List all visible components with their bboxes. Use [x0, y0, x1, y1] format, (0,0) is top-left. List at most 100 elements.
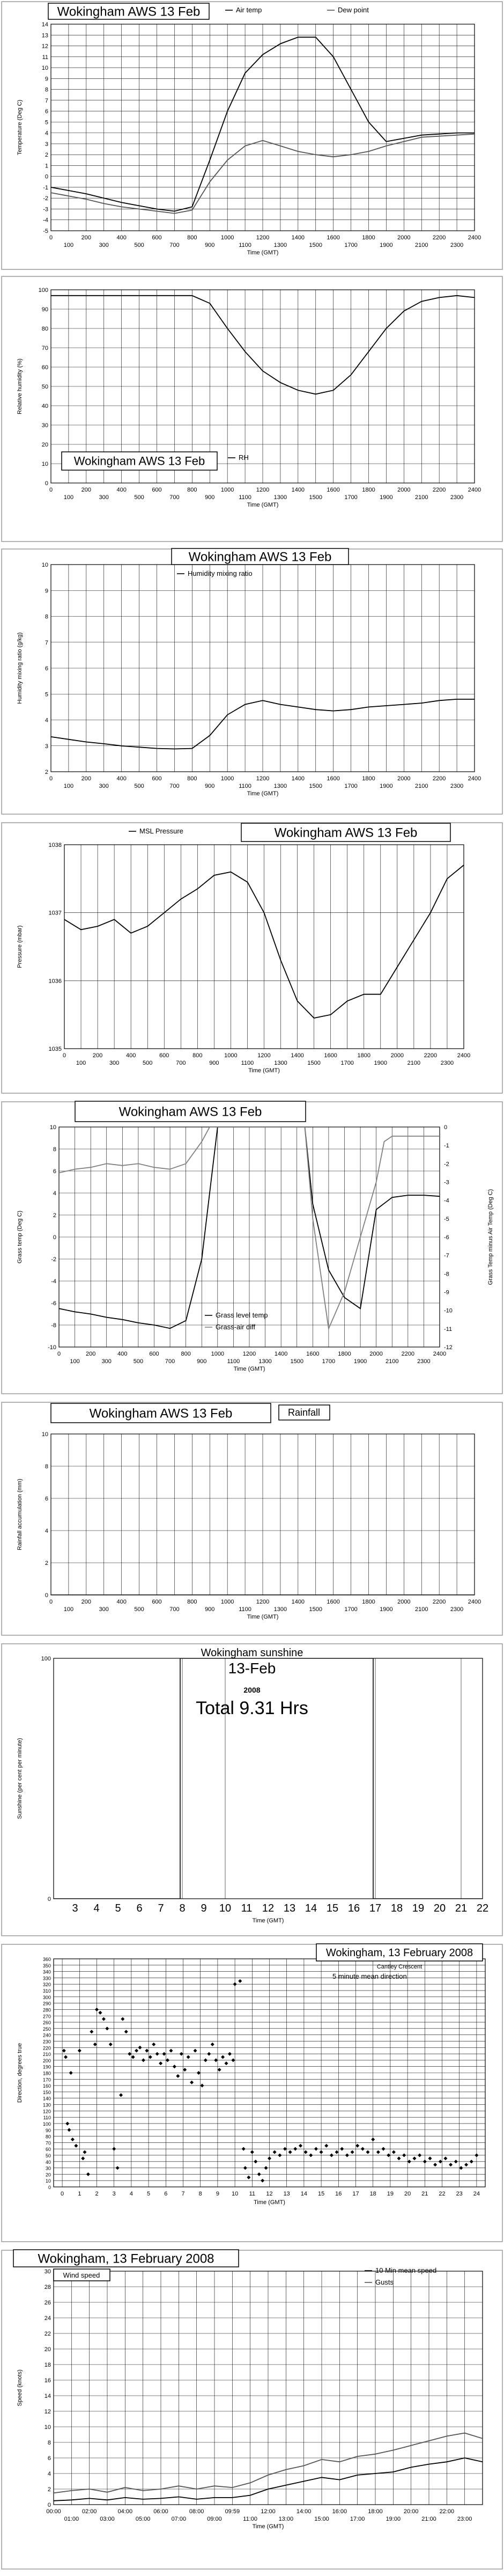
- x-tick-label: 1000: [224, 1052, 237, 1059]
- data-point: [179, 2052, 183, 2056]
- chart-panel-wind-speed: 0 2 4 6 8 10 12 14 16 18 20 22 24 26 28 30 00:00 02:00 04:…: [0, 2249, 504, 2571]
- y2-axis-label: Grass Temp minus Air Temp (Deg C): [487, 1189, 494, 1285]
- x-tick-label: 1600: [327, 235, 339, 241]
- series-group: [51, 295, 475, 395]
- y-tick-label: 40: [46, 2160, 51, 2165]
- legend-label: 5 minute mean direction: [332, 1972, 407, 1980]
- x-tick-label: 600: [152, 487, 161, 493]
- chart-title: Wokingham AWS 13 Feb: [119, 1104, 262, 1119]
- x-tick-label: 1400: [291, 1052, 303, 1059]
- x-tick-label: 400: [116, 1599, 126, 1605]
- data-point: [115, 2166, 120, 2170]
- x-tick-label: 1600: [327, 1599, 339, 1605]
- x-tick-label: 17: [352, 2191, 359, 2197]
- y2-tick-label: -7: [444, 1253, 449, 1259]
- x-tick-label: 400: [117, 1351, 127, 1357]
- x-tick-label: 0: [61, 2191, 64, 2197]
- data-point: [138, 2045, 142, 2050]
- y-tick-label: 50: [46, 2153, 51, 2158]
- x-tick-label: 100: [64, 494, 73, 501]
- y-tick-label: 70: [42, 345, 48, 352]
- x-tick-label: 1700: [340, 1060, 353, 1066]
- x-axis-label: Time (GMT): [253, 1918, 284, 1924]
- x-tick-label: 04:00: [118, 2508, 133, 2515]
- chart-panel-relative-humidity: 0 10 20 30 40 50 60 70 80 90 100 0 200 400 600 800 1000 1…: [0, 275, 504, 543]
- y-tick-label: 10: [42, 1431, 48, 1438]
- x-tick-label: 1000: [221, 487, 234, 493]
- grid: [54, 1658, 483, 1899]
- x-tick-label: 2100: [415, 1606, 428, 1613]
- chart-panel-sunshine: 0 100 3 4 5 6 7 8 9 10 11 12 13 14 15 16 17 18 19 20 21 22 Tim…: [0, 1642, 504, 1937]
- data-point: [293, 2147, 298, 2151]
- x-tick-label: 1500: [309, 783, 322, 789]
- y-tick-label: 300: [43, 1995, 51, 2000]
- y-tick-label: 26: [45, 2300, 51, 2306]
- y-tick-label: 0: [48, 1896, 51, 1902]
- x-tick-label: 1100: [241, 1060, 254, 1066]
- x-tick-label: 21: [455, 1902, 467, 1914]
- grid: [50, 564, 475, 772]
- x-axis-label: Time (GMT): [248, 1067, 280, 1074]
- x-tick-label: 20: [404, 2191, 411, 2197]
- y-tick-label: 10: [42, 461, 48, 467]
- y-tick-label: 240: [43, 2033, 51, 2038]
- data-point: [159, 2061, 163, 2066]
- chart-panel-rainfall: 0 2 4 6 8 10 0 200 400 600 800 1000 1200 1400 1600 1800…: [0, 1401, 504, 1637]
- y-tick-label: 14: [42, 21, 48, 28]
- data-point: [376, 2150, 380, 2154]
- x-tick-label: 14: [305, 1902, 317, 1914]
- y-tick-label: 2: [48, 2486, 51, 2493]
- badge-box: [53, 2268, 110, 2281]
- data-point: [169, 2048, 173, 2053]
- series-line-sunshine: [54, 1658, 483, 1899]
- x-tick-label: 800: [181, 1351, 190, 1357]
- data-point: [101, 2017, 106, 2021]
- y-tick-label: 8: [48, 2440, 51, 2446]
- x-tick-label: 12: [266, 2191, 272, 2197]
- y-axis-label: Rainfall accumulation (mm): [17, 1479, 23, 1550]
- x-tick-label: 2300: [450, 494, 463, 501]
- y-tick-label: 16: [45, 2377, 51, 2384]
- data-point: [155, 2052, 159, 2056]
- x-tick-label: 09:00: [207, 2516, 222, 2522]
- y-tick-label: 50: [42, 384, 48, 390]
- x-tick-label: 1500: [291, 1358, 303, 1365]
- series-group: [62, 1979, 479, 2183]
- y-tick-label: 30: [46, 2166, 51, 2171]
- x-tick-label: 2000: [369, 1351, 382, 1357]
- title-box: [13, 2249, 239, 2267]
- x-tick-label: 300: [102, 1358, 112, 1365]
- x-tick-label: 1800: [362, 487, 375, 493]
- y-tick-label: -3: [43, 206, 48, 213]
- x-tick-label: 1300: [274, 783, 287, 789]
- y-axis-label: Humidity mixing ratio (g/kg): [17, 632, 23, 704]
- x-tick-label: 2000: [397, 235, 410, 241]
- x-tick-label: 1000: [211, 1351, 224, 1357]
- x-tick-label: 100: [70, 1358, 79, 1365]
- x-tick-label: 03:00: [100, 2516, 115, 2522]
- x-tick-label: 100: [76, 1060, 86, 1066]
- data-point: [391, 2150, 396, 2154]
- y-tick-label: 2: [45, 1560, 48, 1567]
- y-tick-label: 3: [45, 743, 48, 750]
- x-tick-label: 1300: [274, 1606, 287, 1613]
- data-point: [366, 2150, 370, 2154]
- data-point: [186, 2055, 190, 2059]
- data-point: [203, 2058, 207, 2062]
- y-tick-label: 8: [53, 1146, 56, 1153]
- data-point: [243, 2166, 247, 2170]
- x-tick-label: 15:00: [314, 2516, 329, 2522]
- x-tick-label: 15: [327, 1902, 338, 1914]
- data-point: [166, 2058, 170, 2062]
- y-tick-label: 210: [43, 2052, 51, 2057]
- y-axis-label: Temperature (Deg C): [17, 100, 23, 155]
- x-tick-label: 300: [99, 494, 109, 501]
- data-point: [459, 2166, 463, 2170]
- chart-border: [1, 1, 503, 270]
- chart-year: 2008: [243, 1686, 260, 1694]
- data-point: [241, 2147, 246, 2151]
- x-tick-label: 1800: [362, 235, 375, 241]
- x-tick-label: 1900: [380, 494, 392, 501]
- series-line-grass-air-diff: [59, 1127, 440, 1331]
- x-tick-label: 1200: [256, 775, 269, 782]
